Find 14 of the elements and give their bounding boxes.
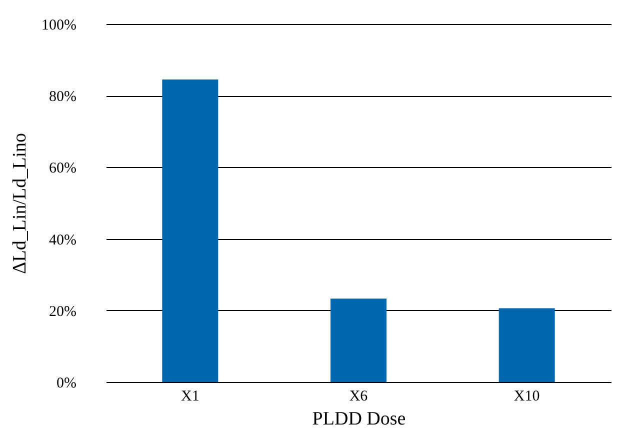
y-tick-label: 100% bbox=[42, 18, 76, 34]
bar bbox=[162, 79, 218, 382]
x-tick-label: X6 bbox=[349, 388, 368, 404]
y-tick-label: 80% bbox=[49, 89, 76, 106]
y-tick-label: 60% bbox=[49, 160, 76, 177]
y-tick-label: 20% bbox=[49, 304, 76, 320]
bar bbox=[498, 308, 555, 382]
y-axis-title: ΔLd_Lin/Ld_Lino bbox=[10, 133, 31, 274]
y-tick-label: 40% bbox=[49, 232, 76, 248]
x-tick-label: X10 bbox=[514, 388, 540, 404]
y-tick-label: 0% bbox=[56, 376, 76, 392]
x-axis-title: PLDD Dose bbox=[312, 408, 406, 430]
x-tick-label: X1 bbox=[180, 388, 200, 404]
bar bbox=[330, 298, 386, 382]
